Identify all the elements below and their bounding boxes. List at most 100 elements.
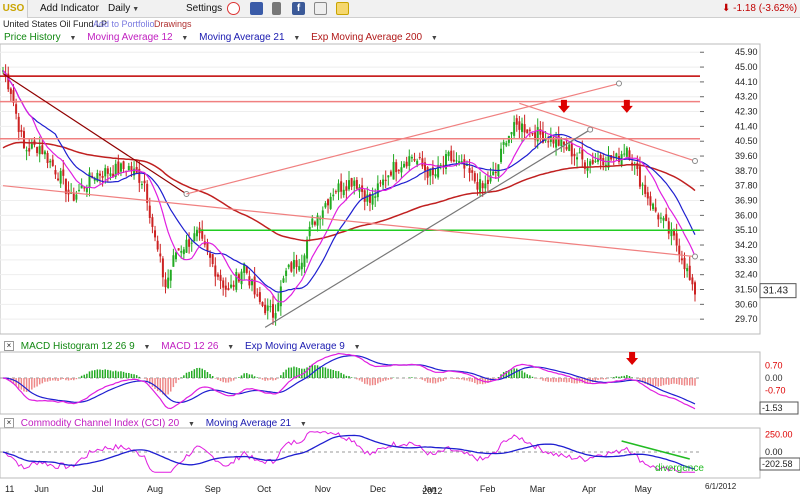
candle-body [78, 189, 81, 191]
sticky-note-icon[interactable] [336, 2, 349, 15]
candle-body [560, 138, 563, 147]
candle-body [277, 302, 280, 312]
down-arrow-icon: ⬇ [722, 3, 731, 14]
candle-body [667, 221, 670, 234]
candle-body [429, 168, 432, 177]
symbol-box[interactable]: USO [0, 0, 28, 18]
candle-body [694, 282, 696, 295]
candle-body [172, 255, 175, 267]
candle-body [329, 196, 332, 209]
candle-body [659, 217, 662, 219]
candle-body [670, 229, 673, 237]
candle-body [227, 288, 230, 291]
candle-body [266, 305, 269, 311]
candle-body [528, 129, 531, 131]
candle-body [195, 229, 198, 237]
candle-body [576, 157, 579, 160]
legend-ema200[interactable]: Exp Moving Average 200 ▼ [311, 32, 442, 43]
x-axis-label: Jan [422, 484, 437, 494]
legend-ma12[interactable]: Moving Average 12 ▼ [87, 32, 192, 43]
candle-body [7, 73, 10, 90]
legend-macd-signal[interactable]: Exp Moving Average 9 ▼ [245, 341, 365, 352]
candle-body [421, 158, 424, 167]
candle-body [327, 199, 330, 206]
legend-label: Commodity Channel Index (CCI) 20 [20, 418, 180, 429]
candle-body [568, 144, 571, 152]
candle-body [334, 191, 337, 193]
candle-body [408, 156, 411, 166]
add-portfolio-link[interactable]: Add to Portfolio [93, 19, 155, 29]
add-indicator-button[interactable]: Add Indicator [40, 3, 99, 14]
y-tick-label: 36.00 [735, 210, 758, 220]
settings-button[interactable]: Settings [186, 3, 223, 14]
candle-body [345, 186, 348, 191]
candle-body [547, 141, 550, 143]
candle-body [673, 229, 676, 236]
legend-macd-hist[interactable]: MACD Histogram 12 26 9 ▼ [21, 341, 155, 352]
candle-body [151, 217, 154, 227]
candle-body [657, 214, 660, 220]
legend-cci[interactable]: Commodity Channel Index (CCI) 20 ▼ [21, 418, 199, 429]
candle-body [594, 160, 597, 162]
candle-body [282, 278, 285, 283]
y-tick-label: 33.30 [735, 255, 758, 265]
candle-body [455, 160, 458, 162]
interval-select[interactable]: Daily ▼ [108, 2, 139, 16]
candle-body [303, 255, 306, 267]
cci-ma-line [2, 434, 696, 470]
chevron-down-icon: ▼ [69, 35, 77, 42]
candle-body [623, 153, 626, 155]
candle-body [269, 306, 272, 308]
legend-price-history[interactable]: Price History ▼ [4, 32, 80, 43]
candle-body [688, 265, 691, 280]
y-tick-label: 45.00 [735, 62, 758, 72]
close-icon[interactable]: × [4, 341, 14, 352]
y-tick-label: 29.70 [735, 314, 758, 324]
candle-body [638, 166, 641, 187]
y-tick-label: 45.90 [735, 47, 758, 57]
candle-body [256, 294, 259, 296]
drawings-link[interactable]: Drawings [154, 19, 192, 29]
candle-body [148, 205, 151, 218]
candle-body [285, 270, 288, 276]
email-icon[interactable] [314, 2, 327, 15]
candle-body [106, 168, 109, 174]
candle-body [104, 168, 107, 177]
book-icon[interactable] [250, 2, 263, 15]
alarm-clock-icon[interactable] [227, 2, 240, 15]
x-axis-label: Aug [147, 484, 163, 494]
legend-macd[interactable]: MACD 12 26 ▼ [161, 341, 238, 352]
ma12-line [2, 70, 696, 303]
candle-body [392, 161, 395, 180]
candle-body [185, 239, 188, 253]
candle-body [146, 183, 149, 203]
candle-body [382, 179, 385, 186]
candle-body [251, 279, 254, 286]
price-change: ⬇ -1.18 (-3.62%) [722, 2, 797, 16]
candle-body [557, 134, 560, 146]
candle-body [240, 271, 243, 285]
phone-icon[interactable] [272, 2, 281, 15]
candle-body [182, 249, 185, 255]
candle-body [665, 214, 668, 222]
candle-body [439, 164, 442, 167]
candle-body [308, 226, 311, 237]
candle-body [368, 193, 371, 203]
legend-label: Price History [4, 32, 61, 43]
candle-body [644, 184, 647, 194]
candle-body [206, 242, 209, 252]
candle-body [261, 302, 264, 306]
y-tick-label: 36.90 [735, 196, 758, 206]
cci-last-label: -202.58 [762, 459, 793, 469]
candle-body [311, 218, 314, 225]
legend-cci-ma[interactable]: Moving Average 21 ▼ [206, 418, 311, 429]
candle-body [452, 159, 455, 162]
legend-ma21[interactable]: Moving Average 21 ▼ [199, 32, 304, 43]
candle-body [237, 274, 240, 282]
legend-label: Moving Average 21 [199, 32, 285, 43]
candle-body [604, 164, 607, 167]
candle-body [114, 163, 117, 177]
facebook-icon[interactable]: f [292, 2, 305, 15]
candle-body [555, 137, 558, 148]
